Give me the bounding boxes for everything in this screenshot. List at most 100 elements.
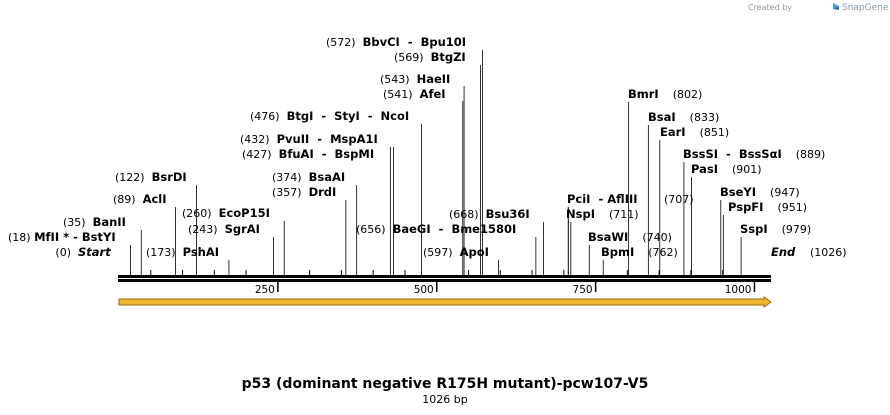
label-separator [453, 246, 460, 259]
site-position: (541) [383, 88, 413, 101]
restriction-site-label[interactable]: (569) BtgZI [394, 50, 466, 64]
restriction-site-label[interactable]: (543) HaeII [380, 72, 450, 86]
enzyme-name: BtgZI [431, 50, 466, 64]
enzyme-name: StyI [334, 109, 360, 123]
label-separator: - [400, 35, 421, 49]
enzyme-name: EarI [660, 125, 686, 139]
enzyme-name: PasI [691, 162, 718, 176]
label-separator: - [590, 192, 607, 206]
enzyme-name: BbvCI [363, 35, 400, 49]
restriction-site-label[interactable]: (572) BbvCI - Bpu10I [326, 35, 466, 49]
restriction-site-label[interactable]: EarI (851) [660, 125, 729, 139]
enzyme-name: BfuAI [279, 147, 314, 161]
restriction-site-label[interactable]: BsaI (833) [648, 110, 719, 124]
label-separator [86, 216, 93, 229]
label-separator [212, 207, 219, 220]
restriction-site-label[interactable]: (374) BsaAI [272, 170, 345, 184]
restriction-site-label[interactable]: BmrI (802) [628, 87, 702, 101]
label-separator [763, 201, 777, 214]
snapgene-logo-icon [833, 3, 839, 10]
site-position: (947) [770, 186, 800, 199]
label-separator [302, 171, 309, 184]
enzyme-name: DrdI [309, 185, 337, 199]
label-separator [413, 88, 420, 101]
site-position: (243) [188, 223, 218, 236]
label-separator [756, 186, 770, 199]
restriction-site-label[interactable]: (432) PvuII - MspA1I [240, 132, 378, 146]
restriction-site-label[interactable]: (89) AclI [113, 192, 167, 206]
restriction-site-label[interactable]: PspFI (951) [728, 200, 807, 214]
enzyme-name: BssSαI [739, 147, 782, 161]
restriction-site-label[interactable]: PasI (901) [691, 162, 762, 176]
enzyme-name: Bme1580I [451, 222, 516, 236]
label-separator: - [360, 109, 381, 123]
label-separator: * - [59, 230, 82, 244]
enzyme-name: PvuII [277, 132, 310, 146]
restriction-site-label[interactable]: NspI (711) [566, 207, 639, 221]
label-separator: - [718, 147, 739, 161]
end-marker: End (1026) [771, 245, 847, 259]
restriction-site-label[interactable]: BseYI (947) [720, 185, 800, 199]
enzyme-name: AfeI [420, 87, 446, 101]
ruler-tick-label: 1000 [725, 284, 752, 296]
restriction-site-label[interactable]: (357) DrdI [272, 185, 336, 199]
restriction-site-label[interactable]: (427) BfuAI - BspMI [242, 147, 374, 161]
restriction-site-label[interactable]: (260) EcoP15I [182, 206, 270, 220]
site-position: (979) [782, 223, 812, 236]
restriction-site-label[interactable]: (597) ApoI [423, 245, 489, 259]
site-position: (173) [146, 246, 176, 259]
enzyme-name: BspMI [335, 147, 375, 161]
restriction-site-label[interactable]: (243) SgrAI [188, 222, 260, 236]
enzyme-name: Bsu36I [486, 207, 530, 221]
snapgene-credit: Created by SnapGene [748, 3, 889, 13]
ruler-tick-label: 500 [414, 284, 434, 296]
site-position: (951) [777, 201, 807, 214]
ruler-tick-label: 250 [255, 284, 275, 296]
restriction-site-label[interactable]: (476) BtgI - StyI - NcoI [250, 109, 409, 123]
enzyme-name: HaeII [417, 72, 451, 86]
restriction-site-label[interactable]: BsaWI (740) [588, 230, 672, 244]
site-position: (597) [423, 246, 453, 259]
enzyme-name: BsaI [648, 110, 676, 124]
enzyme-name: AflIII [607, 192, 637, 206]
label-separator [718, 163, 732, 176]
end-position: (1026) [810, 246, 847, 259]
site-position: (668) [449, 208, 479, 221]
label-separator [302, 186, 309, 199]
label-separator [659, 88, 673, 101]
feature-arrow[interactable] [118, 296, 772, 308]
label-separator: - [313, 109, 334, 123]
restriction-site-label[interactable]: PciI - AflIII [567, 192, 638, 206]
site-position: (35) [63, 216, 86, 229]
label-separator [386, 223, 393, 236]
site-position: (889) [796, 148, 826, 161]
site-position: (656) [356, 223, 386, 236]
backbone-bottom-strand [118, 279, 771, 282]
restriction-site-label[interactable]: (18) MfII * - BstYI [8, 230, 116, 244]
enzyme-name: PspFI [728, 200, 763, 214]
enzyme-name: BsrDI [152, 170, 187, 184]
label-separator: - [309, 132, 330, 146]
restriction-site-label[interactable]: BpmI (762) [601, 245, 678, 259]
label-separator: - [314, 147, 335, 161]
restriction-site-label[interactable]: (656) BaeGI - Bme1580I [356, 222, 516, 236]
site-position: (802) [673, 88, 703, 101]
restriction-site-label[interactable]: BssSI - BssSαI (889) [683, 147, 825, 161]
enzyme-name: NspI [566, 207, 595, 221]
enzyme-name: EcoP15I [219, 206, 270, 220]
site-position: (711) [609, 208, 639, 221]
site-position: (427) [242, 148, 272, 161]
restriction-site-label[interactable]: (668) Bsu36I [449, 207, 530, 221]
start-marker: (0) Start [55, 245, 111, 259]
enzyme-name: BseYI [720, 185, 756, 199]
restriction-site-label[interactable]: (122) BsrDI [115, 170, 187, 184]
restriction-site-label[interactable]: (173) PshAI [146, 245, 219, 259]
restriction-site-label[interactable]: (541) AfeI [383, 87, 446, 101]
restriction-site-label[interactable]: (707) [664, 193, 694, 206]
label-separator [768, 223, 782, 236]
enzyme-name: AclI [143, 192, 167, 206]
start-position: (0) [55, 246, 71, 259]
enzyme-name: PciI [567, 192, 590, 206]
restriction-site-label[interactable]: (35) BanII [63, 215, 126, 229]
restriction-site-label[interactable]: SspI (979) [740, 222, 811, 236]
